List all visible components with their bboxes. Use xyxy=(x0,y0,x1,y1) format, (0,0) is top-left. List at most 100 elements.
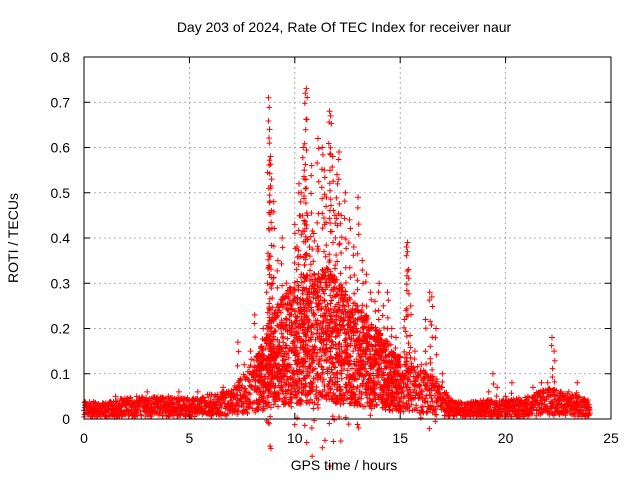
data-point xyxy=(351,290,357,297)
data-point xyxy=(369,343,376,350)
data-point xyxy=(302,256,309,263)
data-point xyxy=(251,311,258,318)
data-point xyxy=(529,410,536,417)
data-point xyxy=(293,325,299,331)
data-point xyxy=(321,167,328,174)
data-point xyxy=(310,310,317,317)
data-point xyxy=(123,402,130,409)
data-point xyxy=(345,240,352,246)
data-point xyxy=(292,230,298,237)
data-point xyxy=(164,402,171,409)
data-point xyxy=(401,325,407,331)
data-point xyxy=(400,408,407,415)
data-point xyxy=(466,402,473,409)
data-point xyxy=(569,391,575,398)
data-point xyxy=(315,178,322,185)
data-point xyxy=(320,275,326,281)
data-point xyxy=(350,300,356,307)
data-point xyxy=(112,409,118,415)
data-point xyxy=(194,398,201,405)
data-point xyxy=(357,329,363,335)
data-point xyxy=(489,370,496,377)
data-point xyxy=(404,405,410,412)
data-point xyxy=(335,307,342,313)
data-point xyxy=(338,310,345,316)
data-point xyxy=(301,140,308,147)
data-point xyxy=(426,405,432,412)
data-point xyxy=(252,364,258,371)
x-tick-label: 15 xyxy=(392,430,408,446)
data-point xyxy=(268,362,274,369)
data-point xyxy=(283,364,289,371)
data-point xyxy=(406,374,412,380)
data-point xyxy=(363,348,370,355)
data-point xyxy=(404,387,410,394)
data-point xyxy=(255,370,262,377)
data-point xyxy=(283,342,290,349)
data-point xyxy=(276,343,283,350)
data-point xyxy=(350,372,357,378)
data-point xyxy=(397,385,404,391)
data-point xyxy=(322,437,328,444)
data-point xyxy=(261,405,267,412)
data-point xyxy=(266,162,272,168)
data-point xyxy=(314,220,320,226)
data-point xyxy=(267,161,274,168)
data-point xyxy=(549,374,556,380)
data-point xyxy=(398,384,405,390)
data-point xyxy=(326,282,333,289)
data-point xyxy=(308,162,315,169)
data-point xyxy=(269,311,275,317)
data-point xyxy=(327,300,334,307)
data-point xyxy=(293,359,300,365)
data-point xyxy=(267,153,274,160)
data-point xyxy=(266,300,272,307)
data-point xyxy=(251,370,258,377)
data-point xyxy=(333,252,339,258)
data-point xyxy=(325,140,332,147)
data-point xyxy=(271,357,278,364)
data-point xyxy=(362,403,368,410)
data-point xyxy=(381,404,387,411)
data-point xyxy=(311,357,317,364)
data-point xyxy=(341,393,348,399)
data-point xyxy=(375,372,382,379)
data-point xyxy=(268,176,275,183)
data-point xyxy=(326,251,333,258)
x-tick-label: 5 xyxy=(186,430,194,446)
data-point xyxy=(389,364,395,370)
data-point xyxy=(358,373,365,379)
data-point xyxy=(154,403,161,410)
data-point xyxy=(433,411,440,418)
data-point xyxy=(275,349,281,356)
data-point xyxy=(234,411,240,417)
data-point xyxy=(304,272,311,279)
data-point xyxy=(388,325,395,332)
data-point xyxy=(165,393,172,400)
data-point xyxy=(549,365,556,372)
data-point xyxy=(375,316,382,323)
data-point xyxy=(274,322,280,329)
data-point xyxy=(299,381,305,388)
data-point xyxy=(268,266,274,273)
data-point xyxy=(326,215,333,222)
data-point xyxy=(334,328,340,334)
data-point xyxy=(265,94,272,101)
data-point xyxy=(388,348,395,355)
data-point xyxy=(241,361,248,368)
data-point xyxy=(330,371,337,378)
data-point xyxy=(538,379,545,386)
data-point xyxy=(340,323,347,329)
data-point xyxy=(373,402,380,409)
data-point xyxy=(319,379,326,385)
data-point xyxy=(265,118,272,124)
data-point xyxy=(309,425,315,431)
data-point xyxy=(87,401,94,407)
data-point xyxy=(412,377,419,384)
data-point xyxy=(337,220,344,227)
data-point xyxy=(404,368,411,375)
data-point xyxy=(265,392,272,399)
data-point xyxy=(266,140,273,146)
data-point xyxy=(319,225,326,231)
data-point xyxy=(298,232,305,238)
